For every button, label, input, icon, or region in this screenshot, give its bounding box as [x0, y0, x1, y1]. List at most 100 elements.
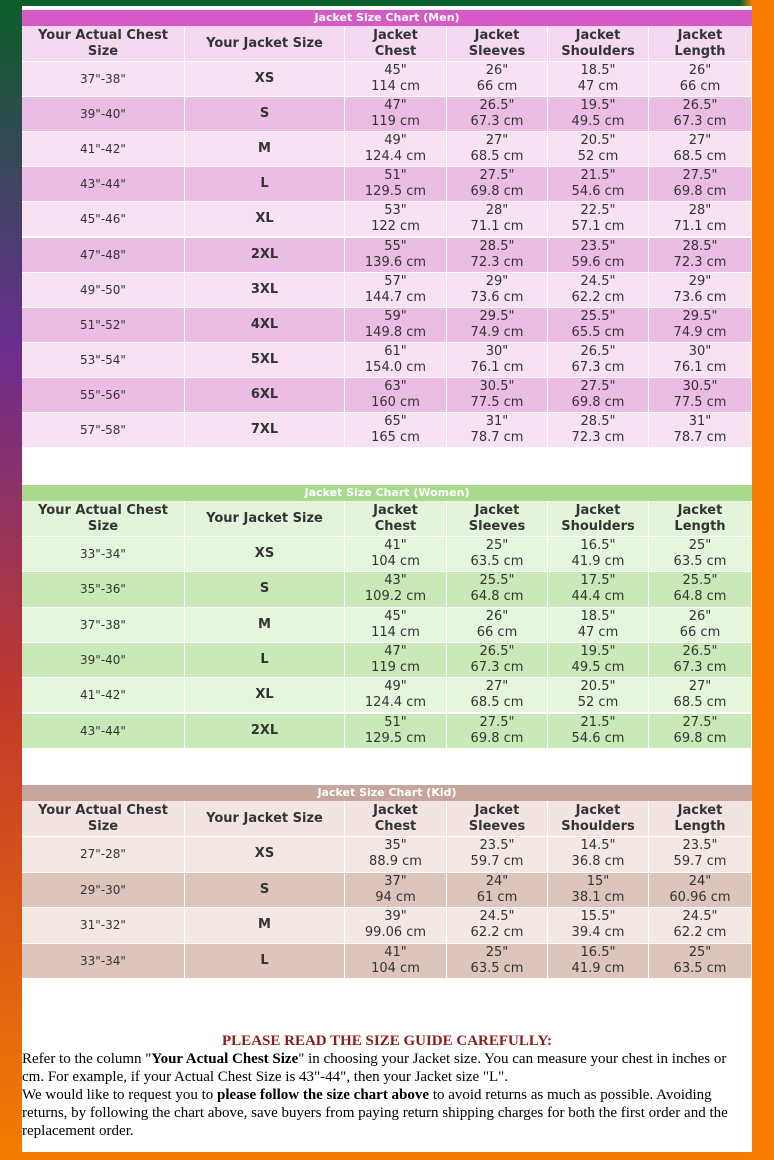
table-cell: 24.5" 62.2 cm [447, 908, 548, 944]
table-cell: 26" 66 cm [447, 62, 548, 98]
table-cell: 23.5" 59.7 cm [649, 837, 752, 873]
inch-value: 30.5" [682, 378, 718, 394]
inch-value: 27" [485, 679, 509, 695]
table-title: Jacket Size Chart (Women) [22, 485, 752, 501]
table-cell: 45"-46" [22, 202, 185, 238]
table-cell: 41"-42" [22, 678, 185, 714]
table-cell: 18.5" 47 cm [548, 607, 649, 643]
cm-value: 63.5 cm [673, 554, 727, 570]
table-cell: 28" 71.1 cm [649, 202, 752, 238]
cm-value: 62.2 cm [571, 289, 625, 305]
cm-value: 74.9 cm [470, 324, 524, 340]
inch-value: 57" [384, 273, 407, 289]
column-header: Jacket Length [649, 26, 752, 62]
cm-value: 68.5 cm [673, 695, 727, 711]
table-cell: 31" 78.7 cm [649, 413, 752, 449]
inch-value: 15.5" [580, 909, 616, 925]
cm-value: 154.0 cm [364, 359, 427, 375]
inch-value: 55" [384, 238, 407, 254]
table-cell: 47" 119 cm [345, 642, 447, 679]
table-cell: XL [185, 678, 345, 714]
cm-value: 59.6 cm [571, 254, 625, 270]
inch-value: 59" [384, 308, 407, 324]
table-cell: 43"-44" [22, 167, 185, 203]
inch-value: 24.5" [479, 909, 515, 925]
cm-value: 114 cm [371, 624, 420, 640]
table-cell: 18.5" 47 cm [548, 62, 649, 98]
inch-value: 29" [688, 273, 712, 289]
table-cell: 30" 76.1 cm [447, 342, 548, 378]
cm-value: 60.96 cm [669, 889, 731, 905]
cm-value: 144.7 cm [364, 289, 427, 305]
table-cell: 29.5" 74.9 cm [649, 307, 752, 343]
table-cell: 26" 66 cm [649, 62, 752, 98]
inch-value: 25" [485, 538, 509, 554]
table-cell: 49" 124.4 cm [345, 678, 447, 714]
cm-value: 160 cm [371, 394, 420, 410]
notice-text: to avoid returns as much as possible. Av… [22, 1087, 728, 1139]
inch-value: 49" [384, 133, 407, 149]
inch-value: 15" [586, 873, 610, 889]
table-cell: 17.5" 44.4 cm [548, 572, 649, 608]
cm-value: 66 cm [476, 79, 518, 95]
table-cell: 27.5" 69.8 cm [447, 167, 548, 203]
notice-text: We would like to request you to [22, 1087, 218, 1103]
column-header: Your Jacket Size [185, 801, 345, 837]
cm-value: 68.5 cm [470, 149, 524, 165]
cm-value: 129.5 cm [364, 184, 427, 200]
inch-value: 26.5" [479, 644, 515, 660]
inch-value: 31" [485, 414, 509, 430]
table-cell: 23.5" 59.6 cm [548, 237, 649, 273]
cm-value: 63.5 cm [470, 554, 524, 570]
inch-value: 24" [688, 873, 712, 889]
cm-value: 54.6 cm [571, 184, 625, 200]
table-cell: 25.5" 64.8 cm [649, 572, 752, 608]
column-header: Your Jacket Size [185, 26, 345, 62]
table-cell: 65" 165 cm [345, 413, 447, 449]
table-cell: 4XL [185, 307, 345, 343]
inch-value: 35" [384, 838, 407, 854]
cm-value: 165 cm [371, 430, 420, 446]
table-cell: 25" 63.5 cm [649, 537, 752, 573]
cm-value: 69.8 cm [470, 730, 524, 746]
cm-value: 52 cm [577, 695, 619, 711]
table-cell: 27"-28" [22, 837, 185, 873]
table-cell: 28.5" 72.3 cm [548, 413, 649, 449]
cm-value: 72.3 cm [470, 254, 524, 270]
inch-value: 45" [384, 608, 407, 624]
table-title: Jacket Size Chart (Men) [22, 10, 752, 26]
table-cell: 3XL [185, 272, 345, 308]
inch-value: 26.5" [580, 343, 616, 359]
inch-value: 26.5" [682, 644, 718, 660]
notice-text: Refer to the column " [22, 1051, 152, 1067]
table-cell: 25" 63.5 cm [447, 943, 548, 979]
inch-value: 30.5" [479, 378, 515, 394]
cm-value: 77.5 cm [673, 394, 727, 410]
column-header: Jacket Sleeves [447, 26, 548, 62]
cm-value: 47 cm [577, 79, 619, 95]
cm-value: 68.5 cm [470, 695, 524, 711]
table-cell: 14.5" 36.8 cm [548, 837, 649, 873]
table-cell: M [185, 908, 345, 944]
inch-value: 25" [485, 944, 509, 960]
table-cell: 63" 160 cm [345, 377, 447, 413]
table-cell: S [185, 572, 345, 608]
table-cell: 35" 88.9 cm [345, 837, 447, 873]
table-cell: 28" 71.1 cm [447, 202, 548, 238]
inch-value: 47" [384, 644, 407, 660]
inch-value: 16.5" [580, 538, 616, 554]
inch-value: 18.5" [580, 608, 616, 624]
inch-value: 23.5" [580, 238, 616, 254]
cm-value: 69.8 cm [571, 394, 625, 410]
inch-value: 25" [688, 944, 712, 960]
inch-value: 43" [384, 573, 407, 589]
table-cell: 21.5" 54.6 cm [548, 167, 649, 203]
table-cell: 26" 66 cm [649, 607, 752, 643]
table-cell: 27.5" 69.8 cm [548, 377, 649, 413]
column-header: Jacket Sleeves [447, 801, 548, 837]
inch-value: 23.5" [682, 838, 718, 854]
cm-value: 74.9 cm [673, 324, 727, 340]
table-cell: 26" 66 cm [447, 607, 548, 643]
inch-value: 26" [688, 63, 712, 79]
